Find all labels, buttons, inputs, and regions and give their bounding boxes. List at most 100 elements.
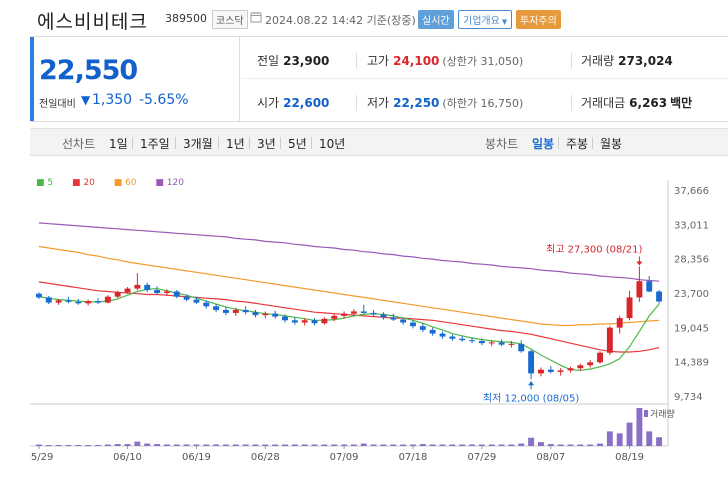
period-10y[interactable]: 10년 <box>319 137 346 151</box>
candle-body <box>577 365 584 369</box>
candle-body <box>203 302 210 307</box>
y-tick-label: 14,389 <box>674 358 709 369</box>
candle-monthly[interactable]: 월봉 <box>600 137 623 151</box>
legend-ma60-label: 60 <box>125 178 137 188</box>
upper-limit: (상한가 31,050) <box>442 55 524 68</box>
candle-body <box>154 290 160 293</box>
candle-body <box>341 313 348 316</box>
candle-body <box>616 318 623 328</box>
volume-bar <box>636 408 643 446</box>
candle-body <box>301 320 308 323</box>
period-1d[interactable]: 1일 <box>109 137 128 151</box>
candle-body <box>163 291 170 293</box>
volume-bar <box>35 444 42 446</box>
candle-body <box>95 301 101 303</box>
candle-weekly[interactable]: 주봉 <box>566 137 589 151</box>
candle-body <box>272 313 279 317</box>
realtime-button[interactable]: 실시간 <box>418 10 454 29</box>
volume-bar <box>85 445 92 446</box>
volume-bar <box>223 444 229 446</box>
volume-bar <box>370 444 377 446</box>
volume-bar <box>45 445 52 446</box>
high-arrow-head <box>636 261 643 266</box>
volume-bar <box>538 442 544 446</box>
divider <box>280 137 281 149</box>
legend-ma60: ■ 60 <box>113 178 137 188</box>
candle-body <box>469 340 475 342</box>
candle-body <box>597 352 603 363</box>
volume-bar <box>311 444 318 446</box>
down-arrow-icon: ▼ <box>81 93 91 107</box>
high-label: 고가 <box>367 54 390 68</box>
candle-body <box>518 343 525 352</box>
volume-bar <box>124 444 131 446</box>
candle-body <box>321 318 328 324</box>
current-price: 22,550 <box>39 55 138 86</box>
legend-ma5-label: 5 <box>47 178 54 188</box>
low-arrow-head <box>528 381 535 386</box>
y-tick-label: 37,666 <box>674 186 709 197</box>
volume-bar <box>282 444 288 446</box>
ma60-line <box>38 245 660 327</box>
candle-body <box>104 296 111 303</box>
volume-bar <box>656 437 663 446</box>
y-tick-label: 19,045 <box>674 323 709 334</box>
volume-bar <box>331 444 338 446</box>
divider <box>311 137 312 149</box>
candle-body <box>587 362 594 366</box>
investment-warning-badge: 투자주의 <box>516 10 561 29</box>
quote-box: 22,550 전일대비 ▼ 1,350 -5.65% 전일 23,900 고가 24… <box>30 36 728 122</box>
line-chart-label: 선차트 <box>62 137 96 151</box>
amount-value: 6,263 <box>629 96 668 110</box>
volume-bar <box>252 444 259 446</box>
candle-daily[interactable]: 일봉 <box>532 137 555 151</box>
candle-body <box>390 317 397 320</box>
y-tick-label: 28,356 <box>674 255 709 266</box>
volume-bar <box>597 443 603 446</box>
volume-bar <box>518 443 525 446</box>
candle-body <box>557 370 564 372</box>
timestamp: 2024.08.22 14:42 기준(장중) <box>265 14 416 27</box>
volume-bar <box>301 444 308 446</box>
x-tick-label: 06/10 <box>113 452 142 463</box>
chart-period-bar: 선차트 1일 1주일 3개월 1년 3년 5년 10년 봉차트 일봉 주봉 월봉 <box>30 128 728 156</box>
divider <box>175 137 176 149</box>
volume-bar <box>272 444 279 446</box>
candle-body <box>439 333 446 337</box>
volume-bar <box>104 444 111 446</box>
volume-bar <box>459 444 466 446</box>
period-5y[interactable]: 5년 <box>288 137 307 151</box>
candle-body <box>419 326 426 330</box>
volume-bar <box>360 443 367 446</box>
period-3y[interactable]: 3년 <box>257 137 276 151</box>
high-annotation: 최고 27,300 (08/21) <box>546 243 642 255</box>
volume-bar <box>173 444 180 446</box>
period-3m[interactable]: 3개월 <box>183 137 213 151</box>
candle-body <box>429 329 436 334</box>
volume-bar <box>557 444 564 446</box>
volume-bar <box>95 445 101 446</box>
volume-bar <box>567 444 574 446</box>
high-cell: 고가 24,100 (상한가 31,050) <box>367 51 523 71</box>
period-1y[interactable]: 1년 <box>226 137 245 151</box>
company-overview-button[interactable]: 기업개요 ▼ <box>458 10 513 29</box>
period-1w[interactable]: 1주일 <box>140 137 170 151</box>
x-tick-label: 08/07 <box>536 452 565 463</box>
candle-body <box>193 299 200 303</box>
candle-body <box>291 320 298 323</box>
candle-body <box>232 309 239 313</box>
change-amount: 1,350 <box>92 92 133 108</box>
divider <box>218 137 219 149</box>
candle-body <box>242 309 249 313</box>
prev-close-value: 23,900 <box>283 54 330 68</box>
calendar-icon <box>250 12 262 23</box>
y-tick-label: 9,734 <box>674 392 703 403</box>
candle-body <box>311 320 318 324</box>
candle-body <box>646 281 653 292</box>
volume-bar <box>350 444 357 446</box>
divider <box>132 137 133 149</box>
price-chart: ■ 5 ■ 20 ■ 60 ■ 120 37,666 33,011 28,356 23… <box>30 172 728 488</box>
price-panel: 22,550 전일대비 ▼ 1,350 -5.65% <box>30 37 240 121</box>
candle-body <box>55 300 62 303</box>
candlestick-chart[interactable]: 37,666 33,011 28,356 23,700 19,045 14,389 9,73… <box>30 172 728 488</box>
